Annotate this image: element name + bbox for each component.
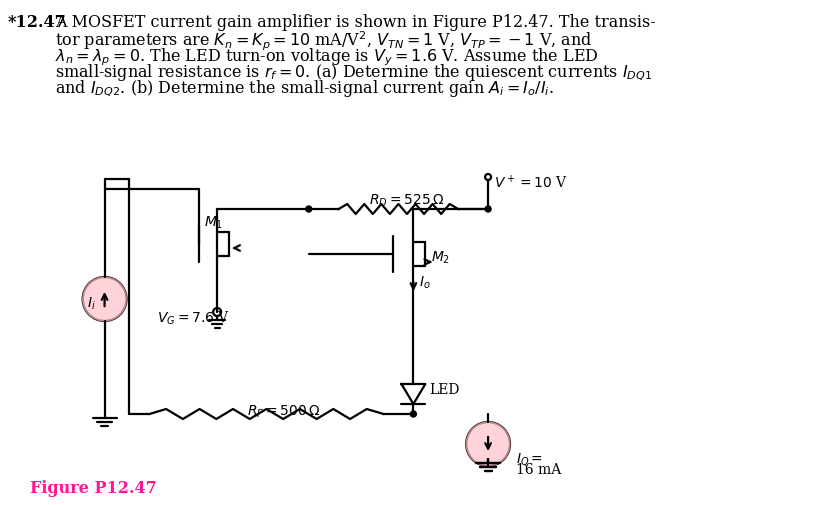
Text: $I_i$: $I_i$ [87, 295, 96, 312]
Text: $I_Q =$: $I_Q =$ [516, 450, 543, 467]
Text: LED: LED [430, 382, 460, 396]
Text: $M_1$: $M_1$ [204, 215, 223, 231]
Text: tor parameters are $K_n = K_p = 10$ mA/V$^2$, $V_{TN} = 1$ V, $V_{TP} = -1$ V, a: tor parameters are $K_n = K_p = 10$ mA/V… [55, 30, 592, 53]
Text: Figure P12.47: Figure P12.47 [30, 479, 157, 496]
Circle shape [466, 422, 510, 466]
Circle shape [306, 207, 311, 213]
Text: $V^+ = 10$ V: $V^+ = 10$ V [494, 174, 568, 191]
Text: $I_o$: $I_o$ [420, 274, 431, 290]
Text: and $I_{DQ2}$. (b) Determine the small-signal current gain $A_i = I_o/I_i$.: and $I_{DQ2}$. (b) Determine the small-s… [55, 78, 553, 98]
Text: 16 mA: 16 mA [516, 462, 561, 476]
Circle shape [83, 277, 126, 321]
Text: $M_2$: $M_2$ [431, 249, 450, 266]
Text: *12.47: *12.47 [8, 14, 67, 31]
Circle shape [411, 411, 416, 417]
Text: $R_D = 525\,\Omega$: $R_D = 525\,\Omega$ [368, 192, 444, 209]
Circle shape [485, 207, 491, 213]
Text: $R_F = 500\,\Omega$: $R_F = 500\,\Omega$ [246, 403, 320, 419]
Text: $V_G = 7.6$ V: $V_G = 7.6$ V [158, 310, 230, 327]
Text: A MOSFET current gain amplifier is shown in Figure P12.47. The transis-: A MOSFET current gain amplifier is shown… [55, 14, 656, 31]
Text: $\lambda_n = \lambda_p = 0$. The LED turn-on voltage is $V_y = 1.6$ V. Assume th: $\lambda_n = \lambda_p = 0$. The LED tur… [55, 46, 598, 68]
Text: small-signal resistance is $r_f = 0$. (a) Determine the quiescent currents $I_{D: small-signal resistance is $r_f = 0$. (a… [55, 62, 652, 83]
